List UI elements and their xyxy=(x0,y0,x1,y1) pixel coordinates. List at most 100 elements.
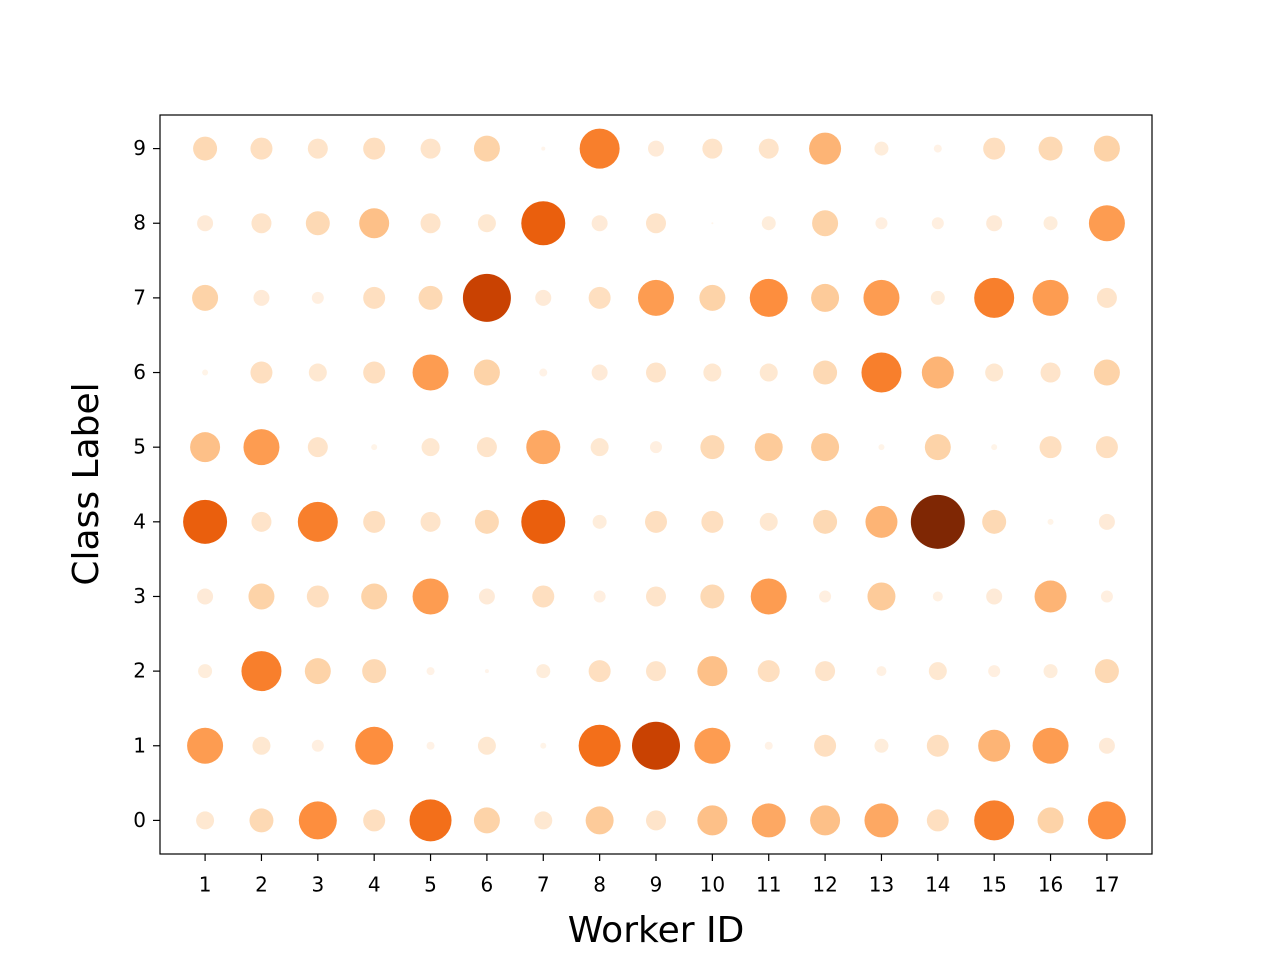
bubble xyxy=(867,582,896,611)
bubble xyxy=(248,583,275,610)
bubble xyxy=(526,430,561,465)
x-tick-label: 17 xyxy=(1094,873,1119,897)
y-tick-label: 5 xyxy=(133,435,146,459)
bubble xyxy=(1040,362,1061,383)
bubble xyxy=(701,510,724,533)
bubble xyxy=(197,215,214,232)
x-tick-label: 13 xyxy=(869,873,894,897)
bubble xyxy=(521,499,566,544)
bubble xyxy=(541,146,546,151)
bubble xyxy=(311,739,324,752)
bubble xyxy=(811,283,840,312)
x-tick-label: 2 xyxy=(255,873,268,897)
bubble xyxy=(754,433,783,462)
bubble xyxy=(645,510,667,533)
bubble xyxy=(578,724,621,767)
bubble xyxy=(1034,580,1067,613)
bubble xyxy=(193,136,218,161)
bubble xyxy=(759,363,778,382)
y-axis-label: Class Label xyxy=(66,382,107,585)
bubble xyxy=(363,286,386,309)
bubble xyxy=(361,583,388,610)
bubble xyxy=(304,658,331,685)
bubble xyxy=(813,360,838,385)
bubble xyxy=(757,660,780,683)
bubble xyxy=(910,494,965,549)
bubble xyxy=(813,509,838,534)
x-tick-label: 8 xyxy=(593,873,606,897)
bubble xyxy=(591,215,608,232)
bubble xyxy=(539,368,548,377)
bubble xyxy=(535,289,552,306)
bubble xyxy=(477,736,496,755)
y-tick-label: 7 xyxy=(133,285,146,309)
bubble xyxy=(363,809,386,832)
y-tick-label: 3 xyxy=(133,584,146,608)
bubble xyxy=(875,217,888,230)
bubble xyxy=(1098,737,1115,754)
bubble xyxy=(646,586,666,607)
bubble xyxy=(926,809,949,832)
bubble xyxy=(811,433,840,462)
bubble xyxy=(363,361,386,384)
bubble xyxy=(371,444,378,451)
x-tick-label: 6 xyxy=(481,873,494,897)
bubble xyxy=(703,363,722,382)
bubble xyxy=(983,137,1006,160)
bubble xyxy=(585,806,614,835)
bubble xyxy=(926,734,949,757)
y-tick-label: 9 xyxy=(133,136,146,160)
bubble xyxy=(986,215,1003,232)
bubble xyxy=(697,805,728,836)
bubble xyxy=(311,291,324,304)
y-tick-label: 0 xyxy=(133,808,146,832)
bubble xyxy=(1093,135,1120,162)
bubble xyxy=(928,662,947,681)
bubble xyxy=(1047,518,1054,525)
y-tick-label: 1 xyxy=(133,733,146,757)
bubble xyxy=(462,273,511,322)
bubble xyxy=(363,510,386,533)
bubble xyxy=(878,444,885,451)
bubble xyxy=(474,509,499,534)
bubble xyxy=(192,284,219,311)
bubble xyxy=(183,499,228,544)
bubble xyxy=(591,364,608,381)
plot-frame xyxy=(159,114,1153,855)
bubble xyxy=(700,435,725,460)
bubble xyxy=(532,585,555,608)
bubble xyxy=(761,216,776,231)
bubble xyxy=(764,741,773,750)
bubble xyxy=(646,661,666,682)
bubble xyxy=(646,213,666,234)
bubble xyxy=(1037,807,1064,834)
bubble xyxy=(648,140,664,157)
bubble xyxy=(198,664,213,679)
bubble xyxy=(702,138,723,159)
bubble xyxy=(306,585,329,608)
bubble xyxy=(982,509,1007,534)
y-tick-label: 2 xyxy=(133,659,146,683)
bubble xyxy=(484,669,489,674)
bubble xyxy=(1043,664,1058,679)
bubble xyxy=(1032,727,1069,764)
bubble xyxy=(202,369,209,376)
y-tick-label: 8 xyxy=(133,211,146,235)
bubble xyxy=(864,803,899,838)
bubble xyxy=(308,363,327,382)
x-tick-label: 9 xyxy=(650,873,663,897)
bubble xyxy=(592,514,607,529)
bubble xyxy=(1098,513,1115,530)
bubble xyxy=(426,741,435,750)
bubble xyxy=(307,437,328,458)
x-tick-label: 3 xyxy=(311,873,324,897)
x-tick-label: 14 xyxy=(925,873,950,897)
bubble xyxy=(196,811,215,830)
bubble xyxy=(412,578,449,615)
bubble xyxy=(991,444,998,451)
bubble xyxy=(646,362,666,383)
bubble xyxy=(932,591,943,602)
bubble xyxy=(699,284,726,311)
bubble xyxy=(362,659,387,684)
bubble xyxy=(307,138,328,159)
